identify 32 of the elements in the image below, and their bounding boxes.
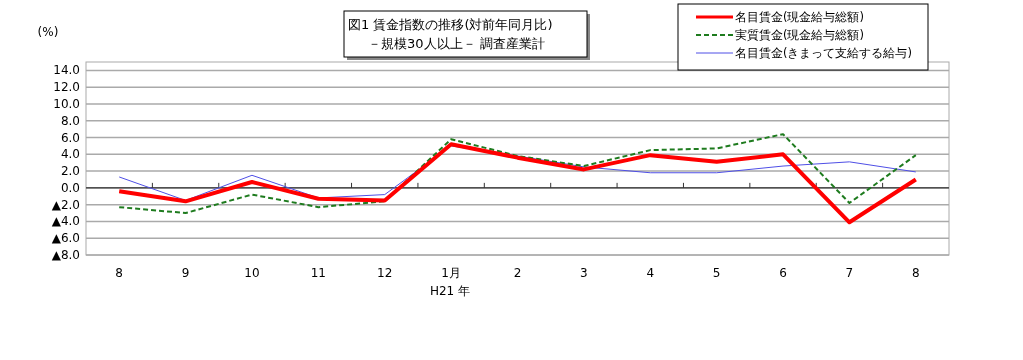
text: H21 年 [429,284,471,298]
x-tick-label: 7 [845,266,854,280]
x-tick-label: 3 [580,266,588,280]
x-tick-label: 11 [310,266,326,280]
legend-label: 名目賃金(きまって支給する給与) [735,46,912,60]
y-tick-label: 4.0 [60,147,80,162]
y-axis-title: (%) [37,25,59,39]
x-tick-label: 10 [244,266,260,280]
x-tick-label: 12 [377,266,393,280]
x-tick-label: 8 [911,266,920,280]
chart-title: 図1 賃金指数の推移(対前年同月比) [348,17,553,32]
y-tick-label: ▲4.0 [51,214,80,229]
x-tick-label: 5 [712,266,721,280]
y-tick-label: ▲2.0 [51,197,80,212]
x-tick-label: 4 [646,266,655,280]
x-tick-label: 2 [513,266,522,280]
x-tick-label: 1月 [441,266,461,280]
y-tick-label: 14.0 [53,63,80,78]
x-tick-label: 9 [181,266,190,280]
y-tick-label: 6.0 [60,130,80,145]
y-tick-label: 2.0 [60,164,80,179]
y-tick-label: ▲8.0 [51,248,80,262]
y-tick-label: 12.0 [53,80,80,95]
y-tick-label: 10.0 [53,96,80,111]
legend-label: 名目賃金(現金給与総額) [735,10,864,24]
y-tick-label: ▲6.0 [51,231,80,246]
y-tick-label: 0.0 [60,180,80,195]
x-tick-label: 8 [115,266,124,280]
y-tick-label: 8.0 [60,113,80,128]
legend-label: 実質賃金(現金給与総額) [735,28,864,42]
chart-subtitle: －規模30人以上－ 調査産業計 [368,36,545,51]
x-tick-label: 6 [779,266,787,280]
